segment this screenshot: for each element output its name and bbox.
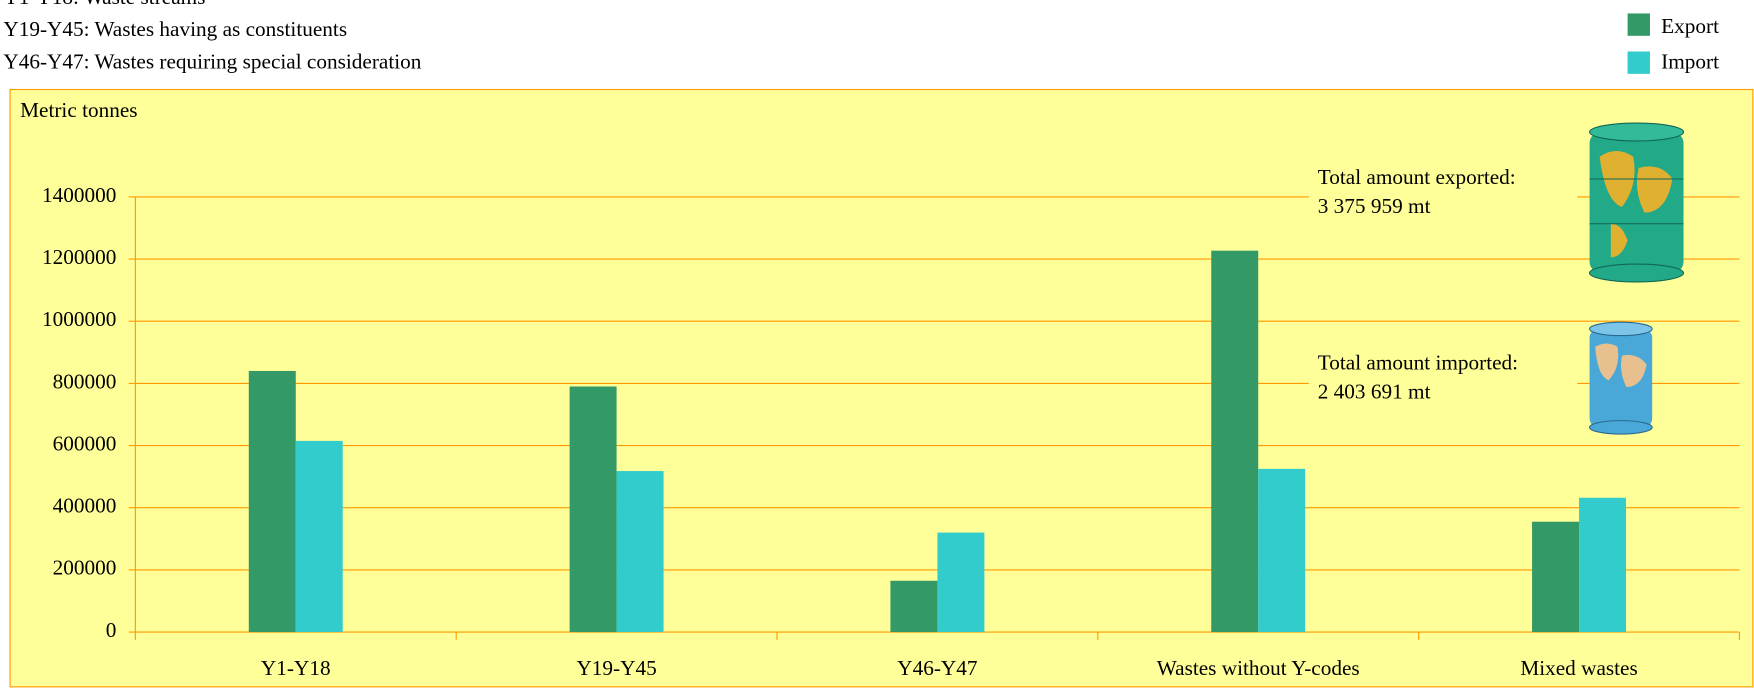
y-tick-label: 400000 xyxy=(53,494,117,518)
note: Y19-Y45: Wastes having as constituents xyxy=(3,17,347,41)
legend-label: Import xyxy=(1661,50,1719,74)
y-tick-label: 1400000 xyxy=(42,183,116,207)
chart: Metric tonnes Y1-Y18: Waste streams Y19-Y… xyxy=(0,0,1754,688)
x-tick-label: Y19-Y45 xyxy=(576,656,656,680)
bar xyxy=(1211,251,1258,632)
legend-label: Export xyxy=(1661,14,1719,38)
bar xyxy=(937,533,984,632)
import-barrel-icon xyxy=(1590,322,1653,434)
x-tick-label: Y46-Y47 xyxy=(897,656,978,680)
note: Y1-Y18: Waste streams xyxy=(3,0,205,9)
annotation: 3 375 959 mt xyxy=(1318,194,1431,218)
bar xyxy=(1579,498,1626,632)
bar xyxy=(617,471,664,632)
y-tick-label: 800000 xyxy=(53,369,117,393)
x-tick-label: Y1-Y18 xyxy=(261,656,331,680)
bar xyxy=(1258,469,1305,632)
legend-swatch xyxy=(1628,13,1650,35)
annotation: Total amount exported: xyxy=(1318,165,1516,189)
y-tick-label: 1000000 xyxy=(42,307,116,331)
note: Y46-Y47: Wastes requiring special consid… xyxy=(3,50,421,74)
legend-swatch xyxy=(1628,51,1650,73)
annotation: Total amount imported: xyxy=(1318,351,1518,375)
bar xyxy=(296,441,343,632)
y-axis-label: Metric tonnes xyxy=(20,98,137,122)
bar xyxy=(1532,522,1579,632)
x-tick-label: Mixed wastes xyxy=(1520,656,1637,680)
annotation: 2 403 691 mt xyxy=(1318,380,1431,404)
x-tick-label: Wastes without Y-codes xyxy=(1157,656,1360,680)
y-tick-label: 600000 xyxy=(53,431,117,455)
bar xyxy=(249,371,296,632)
y-tick-label: 1200000 xyxy=(42,245,116,269)
y-tick-label: 200000 xyxy=(53,556,117,580)
bar xyxy=(890,581,937,632)
export-barrel-icon xyxy=(1590,123,1684,282)
y-tick-label: 0 xyxy=(106,618,117,642)
bar xyxy=(570,386,617,632)
